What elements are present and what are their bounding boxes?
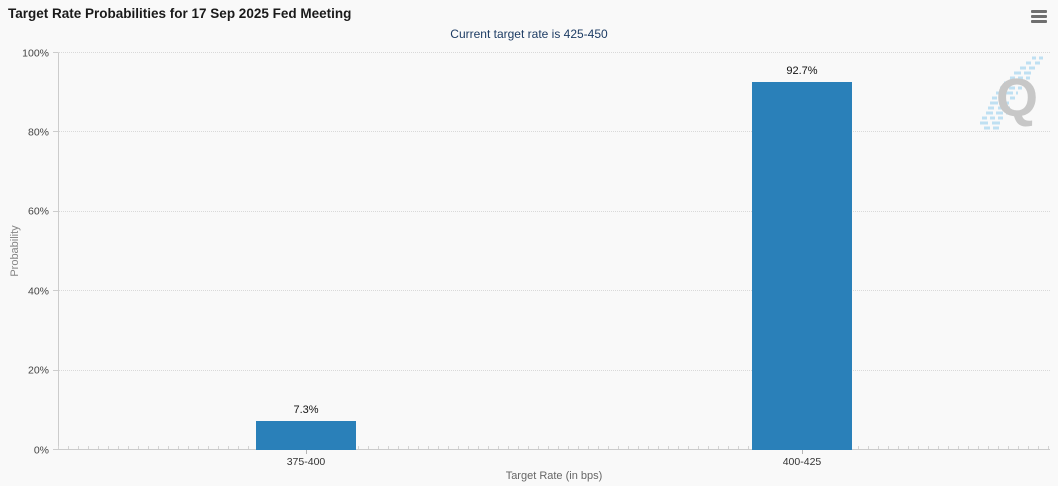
bar-slot: 7.3% 375-400 [58,53,554,468]
x-axis-tick [306,450,307,454]
x-category-label: 400-425 [782,456,822,468]
gridline [53,210,1050,212]
x-axis-minor-ticks [58,446,1050,449]
plot-area: 7.3% 375-400 92.7% 400-425 Q [53,52,1050,468]
bar-value-label: 7.3% [293,403,319,416]
hamburger-icon [1031,10,1047,13]
current-target-rate-subtitle: Current target rate is 425-450 [450,27,608,41]
page-title: Target Rate Probabilities for 17 Sep 202… [8,6,352,21]
y-tick-label: 20% [27,364,49,377]
swoosh-dashes [980,56,1043,130]
x-axis-title: Target Rate (in bps) [505,470,603,482]
y-tick-label: 60% [27,205,49,218]
gridline [53,290,1050,292]
probability-bar[interactable] [256,421,356,450]
y-tick-label: 80% [27,126,49,139]
gridline [53,52,1050,53]
y-axis-line [58,53,59,450]
bar-slot: 92.7% 400-425 [554,53,1050,468]
x-axis-line [53,449,1050,450]
y-tick-label: 40% [27,284,49,297]
y-tick-label: 100% [22,46,49,59]
x-axis-tick [802,450,803,454]
quikstrike-logo-watermark-icon: Q [980,56,1043,130]
watermark-letter: Q [996,68,1038,128]
gridline [53,131,1050,133]
gridline [53,369,1050,371]
bar-value-label: 92.7% [786,64,818,77]
bar-slots: 7.3% 375-400 92.7% 400-425 [58,53,1050,468]
y-axis-labels: 0% 20% 40% 60% 80% 100% [0,48,53,455]
grid-layer [53,52,1050,450]
x-category-label: 375-400 [286,456,326,468]
y-tick-label: 0% [33,443,49,456]
probability-bar[interactable] [752,81,852,450]
menu-button[interactable] [1031,8,1047,25]
